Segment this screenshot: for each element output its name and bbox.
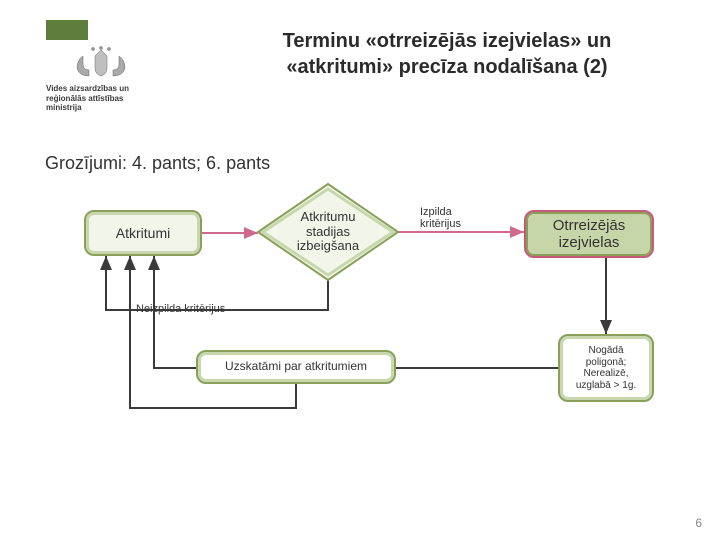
node-atkritumi: Atkritumi	[84, 210, 202, 256]
node-otrreizejas: Otrreizējās izejvielas	[524, 210, 654, 258]
node-atkritumi-label: Atkritumi	[116, 225, 170, 241]
node-nogada: Nogādā poligonā; Nerealizē, uzglabā > 1g…	[558, 334, 654, 402]
node-decision: Atkritumu stadijas izbeigšana	[258, 184, 398, 280]
label-fail-criteria: Neizpilda kritērijus	[136, 303, 225, 315]
label-pass-criteria: Izpilda kritērijus	[420, 206, 472, 230]
page-number: 6	[695, 516, 702, 530]
node-uzskatami: Uzskatāmi par atkritumiem	[196, 350, 396, 384]
flowchart: Atkritumi Atkritumu stadijas izbeigšana …	[0, 0, 720, 540]
